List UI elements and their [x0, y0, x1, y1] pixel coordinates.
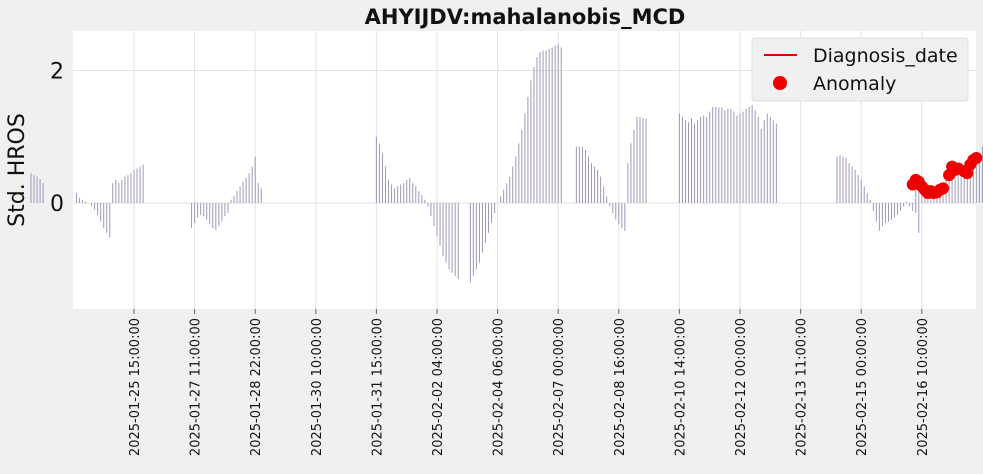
- x-tick-label: 2025-01-25 15:00:00: [128, 318, 143, 456]
- x-tick-label: 2025-02-10 14:00:00: [673, 318, 688, 456]
- x-tick-label: 2025-01-31 15:00:00: [370, 318, 385, 456]
- chart-title: AHYIJDV:mahalanobis_MCD: [365, 5, 686, 29]
- anomaly-point: [970, 151, 983, 164]
- series-bars: [30, 44, 983, 283]
- legend: Diagnosis_date Anomaly: [751, 37, 969, 102]
- legend-diagnosis-label: Diagnosis_date: [813, 45, 958, 67]
- x-tick-label: 2025-01-28 22:00:00: [249, 318, 264, 456]
- x-tick-label: 2025-01-30 10:00:00: [310, 318, 325, 456]
- x-tick-label: 2025-02-13 11:00:00: [795, 318, 810, 456]
- x-tick-label: 2025-02-07 00:00:00: [552, 318, 567, 456]
- anomaly-point: [937, 182, 950, 195]
- y-tick-label: 2: [50, 60, 64, 85]
- anomaly-points: [906, 151, 983, 200]
- x-tick-label: 2025-02-16 10:00:00: [916, 318, 931, 456]
- legend-anomaly-label: Anomaly: [813, 73, 896, 95]
- y-axis-label: Std. HROS: [5, 113, 30, 227]
- x-tick-label: 2025-02-12 00:00:00: [734, 318, 749, 456]
- y-tick-labels: 02: [50, 60, 64, 218]
- x-tick-label: 2025-01-27 11:00:00: [189, 318, 204, 456]
- x-tick-label: 2025-02-15 00:00:00: [855, 318, 870, 456]
- x-tick-label: 2025-02-04 06:00:00: [492, 318, 507, 456]
- x-tick-label: 2025-02-08 16:00:00: [613, 318, 628, 456]
- x-tick-label: 2025-02-02 04:00:00: [431, 318, 446, 456]
- x-tick-labels: 2025-01-25 15:00:00 2025-01-27 11:00:00 20…: [128, 309, 931, 456]
- legend-box: [751, 37, 969, 102]
- y-tick-label: 0: [50, 192, 64, 217]
- legend-anomaly-marker-icon: [773, 76, 787, 90]
